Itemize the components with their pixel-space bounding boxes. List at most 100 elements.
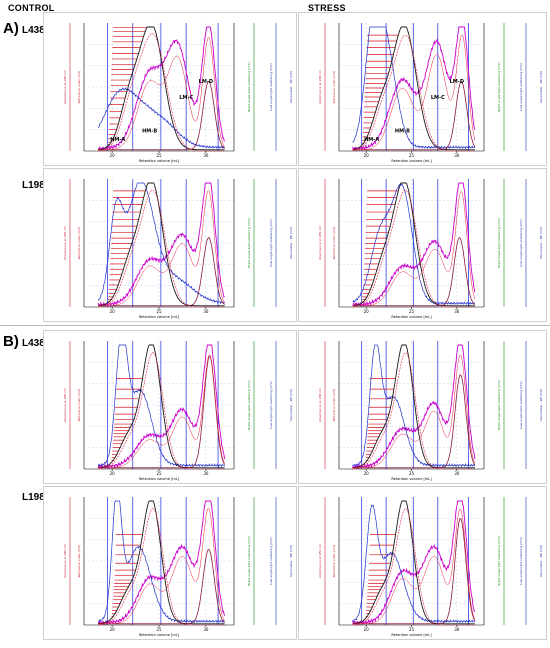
y-axis-right-2-title: Low angle light scattering [mV]	[269, 381, 273, 428]
x-tick-label: 20	[110, 471, 116, 476]
x-axis-title: Retention volume [mL]	[139, 477, 180, 481]
y-axis-right-3-title: Viscometer - DP [mV]	[289, 545, 293, 577]
y-axis-right-3-title: Viscometer - DP [mV]	[289, 227, 293, 259]
y-axis-left-2-title: Absorbance at 280 nm	[63, 388, 67, 422]
low-angle-ls-trace	[352, 344, 476, 468]
y-axis-left-title: Refractive index [mV]	[77, 71, 81, 104]
x-axis-title: Retention volume [mL]	[139, 159, 180, 163]
y-axis-right-title: Right angle light scattering [mV]	[497, 218, 501, 267]
y-axis-left-2-title: Absorbance at 280 nm	[63, 70, 67, 104]
refractive-index-trace	[98, 352, 225, 470]
refractive-index-trace-secondary	[352, 191, 476, 307]
y-axis-right-3-title: Viscometer - DP [mV]	[539, 71, 543, 103]
chart-svg: Refractive index [mV] Absorbance at 280 n…	[318, 179, 543, 319]
y-axis-left-2-title: Absorbance at 280 nm	[63, 544, 67, 578]
y-axis-right-2-title: Low angle light scattering [mV]	[519, 537, 523, 584]
row-label-a-l198: L198	[22, 180, 45, 191]
uv-absorbance-trace	[97, 500, 226, 626]
refractive-index-trace-secondary	[98, 190, 225, 307]
low-angle-ls-trace	[352, 183, 475, 306]
x-tick-label: 25	[409, 471, 415, 476]
peak-label: HM-B	[142, 128, 157, 134]
x-axis-title: Retention volume [mL]	[391, 159, 432, 163]
x-tick-label: 20	[110, 153, 116, 158]
x-tick-label: 30	[203, 153, 209, 158]
x-tick-label: 25	[156, 627, 162, 632]
y-axis-right-2-title: Low angle light scattering [mV]	[519, 63, 523, 110]
x-tick-label: 20	[110, 627, 116, 632]
y-axis-right-title: Right angle light scattering [mV]	[247, 380, 251, 429]
uv-absorbance-trace	[97, 344, 226, 470]
y-axis-right-3-title: Viscometer - DP [mV]	[539, 227, 543, 259]
x-tick-label: 30	[454, 627, 460, 632]
uv-absorbance-trace	[352, 182, 476, 308]
peak-label: LM-C	[179, 95, 193, 101]
right-angle-ls-trace	[98, 182, 225, 307]
y-axis-left-title: Refractive index [mV]	[332, 227, 336, 260]
chart-panel-b-l198-stress: Refractive index [mV] Absorbance at 280 n…	[298, 486, 547, 640]
x-tick-label: 20	[364, 471, 370, 476]
x-tick-label: 25	[156, 153, 162, 158]
chart-panel-a-l198-control: Refractive index [mV] Absorbance at 280 n…	[43, 168, 297, 322]
refractive-index-trace	[98, 33, 225, 152]
x-tick-label: 20	[364, 627, 370, 632]
y-axis-right-3-title: Viscometer - DP [mV]	[289, 71, 293, 103]
peak-label: LM-C	[431, 95, 445, 101]
low-angle-ls-trace	[352, 504, 476, 624]
y-axis-left-2-title: Absorbance at 280 nm	[63, 226, 67, 260]
low-angle-ls-trace	[97, 87, 225, 149]
y-axis-right-2-title: Low angle light scattering [mV]	[519, 219, 523, 266]
x-tick-label: 25	[409, 153, 415, 158]
viscometer-trace	[352, 237, 476, 307]
y-axis-right-title: Right angle light scattering [mV]	[247, 218, 251, 267]
y-axis-left-2-title: Absorbance at 280 nm	[318, 226, 322, 260]
chart-svg: Refractive index [mV] Absorbance at 280 n…	[63, 341, 293, 481]
chart-svg: Refractive index [mV] Absorbance at 280 n…	[63, 497, 293, 637]
low-angle-ls-trace	[97, 344, 225, 468]
x-tick-label: 30	[203, 471, 209, 476]
chart-svg: Refractive index [mV] Absorbance at 280 n…	[63, 179, 293, 319]
x-tick-label: 20	[110, 309, 116, 314]
x-tick-label: 20	[364, 309, 370, 314]
y-axis-right-title: Right angle light scattering [mV]	[247, 62, 251, 111]
y-axis-right-title: Right angle light scattering [mV]	[497, 62, 501, 111]
chart-panel-a-l438-stress: Refractive index [mV] Absorbance at 280 n…	[298, 12, 547, 166]
right-angle-ls-trace	[98, 344, 225, 469]
x-tick-label: 20	[364, 153, 370, 158]
right-angle-ls-trace	[352, 500, 475, 625]
y-axis-right-2-title: Low angle light scattering [mV]	[519, 381, 523, 428]
uv-absorbance-trace	[352, 26, 476, 152]
x-tick-label: 25	[156, 309, 162, 314]
low-angle-ls-trace	[97, 500, 225, 624]
y-axis-right-title: Right angle light scattering [mV]	[497, 380, 501, 429]
section-label-b: B)	[3, 333, 19, 350]
chart-panel-a-l198-stress: Refractive index [mV] Absorbance at 280 n…	[298, 168, 547, 322]
y-axis-left-2-title: Absorbance at 280 nm	[318, 70, 322, 104]
chart-panel-b-l438-stress: Refractive index [mV] Absorbance at 280 n…	[298, 330, 547, 484]
refractive-index-trace-secondary	[98, 354, 225, 469]
right-angle-ls-trace	[352, 182, 475, 307]
peak-label: HM-B	[395, 128, 410, 134]
right-angle-ls-trace	[352, 344, 475, 469]
x-axis-title: Retention volume [mL]	[139, 633, 180, 637]
y-axis-left-title: Refractive index [mV]	[332, 71, 336, 104]
x-axis-title: Retention volume [mL]	[391, 633, 432, 637]
y-axis-right-3-title: Viscometer - DP [mV]	[539, 389, 543, 421]
y-axis-right-3-title: Viscometer - DP [mV]	[539, 545, 543, 577]
uv-absorbance-trace	[97, 182, 225, 308]
right-angle-ls-trace	[98, 500, 225, 625]
peak-label: LM-D	[199, 79, 213, 85]
refractive-index-trace	[98, 508, 225, 626]
viscometer-trace	[98, 355, 225, 469]
x-tick-label: 30	[454, 309, 460, 314]
y-axis-left-title: Refractive index [mV]	[77, 227, 81, 260]
y-axis-left-2-title: Absorbance at 280 nm	[318, 544, 322, 578]
chart-svg: Refractive index [mV] Absorbance at 280 n…	[318, 497, 543, 637]
section-separator	[0, 325, 550, 326]
x-tick-label: 30	[203, 627, 209, 632]
uv-absorbance-trace	[97, 26, 225, 152]
x-axis-title: Retention volume [mL]	[139, 315, 180, 319]
low-angle-ls-trace	[352, 26, 476, 150]
right-angle-ls-trace	[352, 26, 475, 151]
chart-svg: Refractive index [mV] Absorbance at 280 n…	[318, 341, 543, 481]
